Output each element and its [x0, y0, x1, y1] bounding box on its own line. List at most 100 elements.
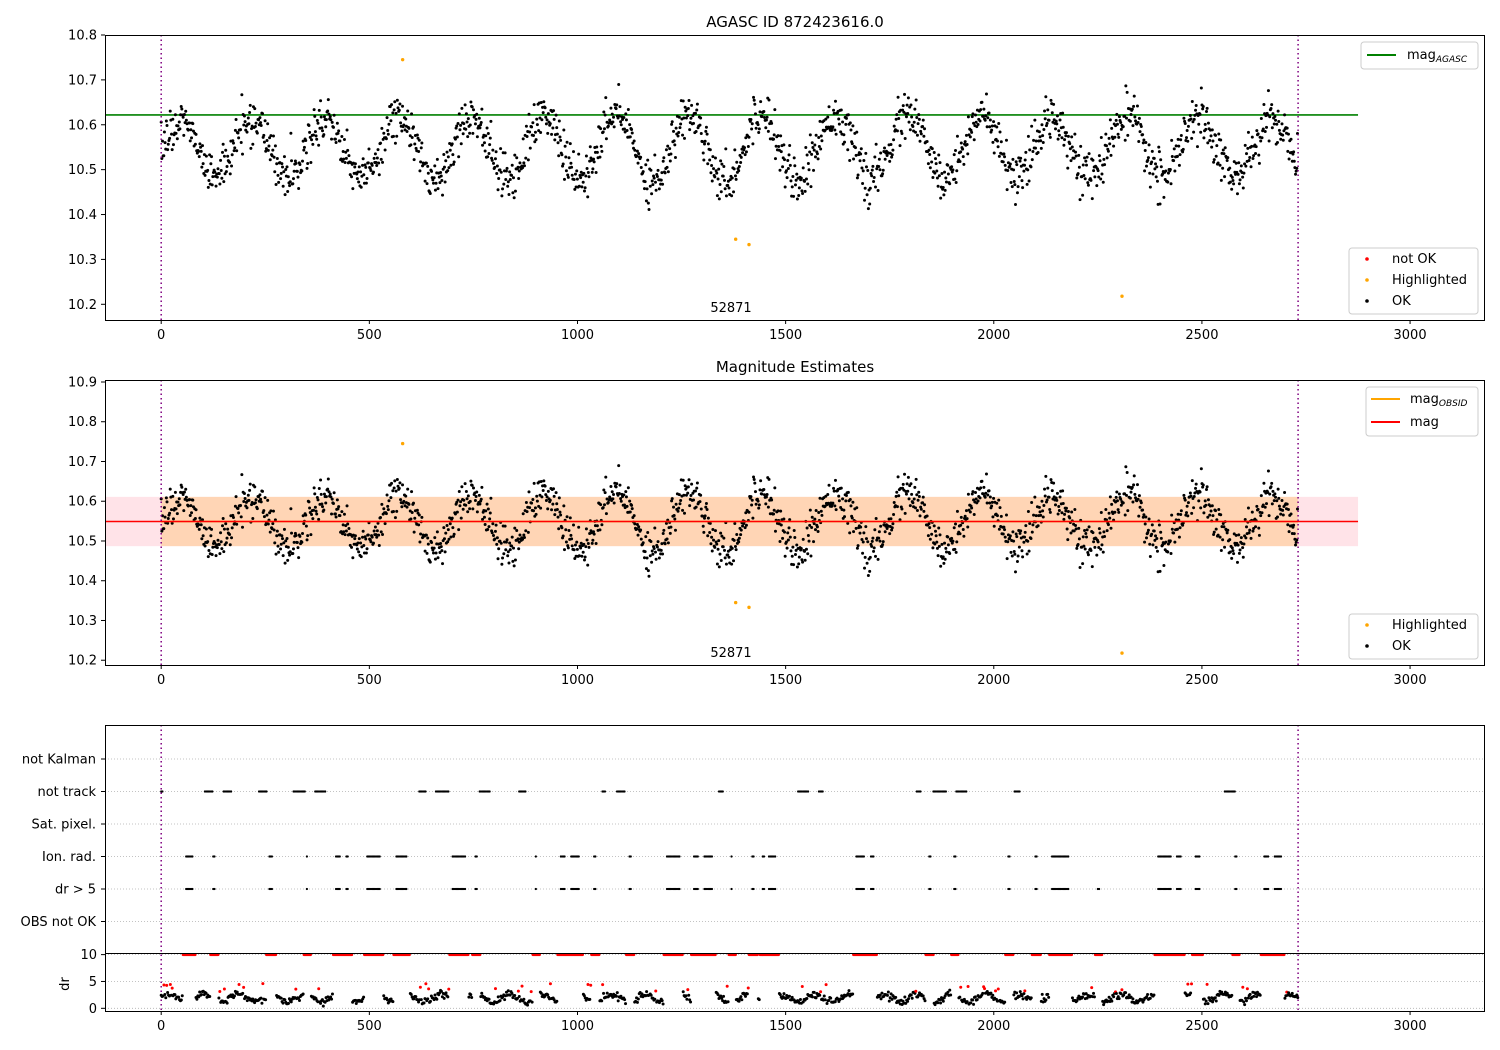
dr-ok-point — [264, 998, 268, 1002]
ok-point — [604, 96, 608, 100]
ok-point — [337, 129, 341, 133]
ok-point — [1277, 504, 1281, 508]
ok-point — [870, 539, 874, 543]
ok-point — [1267, 139, 1271, 143]
ok-point — [330, 120, 334, 124]
ok-point — [990, 504, 994, 508]
ok-point — [1256, 507, 1260, 511]
legend-label-ok: OK — [1392, 639, 1411, 654]
ok-point — [872, 546, 876, 550]
ok-point — [1273, 115, 1277, 119]
ok-point — [1194, 104, 1198, 108]
dr-not-ok-point — [237, 982, 241, 986]
ok-point — [228, 533, 232, 537]
ok-point — [737, 169, 741, 173]
ok-point — [873, 155, 877, 159]
ok-point — [1295, 507, 1299, 511]
ok-point — [665, 165, 669, 169]
ok-point — [544, 493, 548, 497]
ok-point — [881, 540, 885, 544]
ok-point — [1014, 202, 1018, 206]
ok-point — [366, 161, 370, 165]
ok-point — [177, 120, 181, 124]
ok-point — [1066, 509, 1070, 513]
ok-point — [1084, 163, 1088, 167]
ok-point — [991, 140, 995, 144]
ok-point — [773, 486, 777, 490]
ok-point — [583, 186, 587, 190]
ok-point — [304, 524, 308, 528]
ok-point — [908, 128, 912, 132]
ok-point — [468, 123, 472, 127]
ok-point — [792, 156, 796, 160]
ok-point — [1243, 518, 1247, 522]
ok-point — [773, 157, 777, 161]
ok-point — [1103, 535, 1107, 539]
ok-point — [374, 533, 378, 537]
flag-point — [1235, 855, 1238, 858]
ok-point — [543, 484, 547, 488]
ok-point — [787, 526, 791, 530]
ok-point — [953, 547, 957, 551]
legend-mag-text: mag — [1407, 48, 1436, 63]
ok-point — [881, 543, 885, 547]
ok-point — [1246, 130, 1250, 134]
ok-point — [331, 125, 335, 129]
ok-point — [1164, 540, 1168, 544]
ok-point — [788, 163, 792, 167]
ok-point — [660, 171, 664, 175]
dr-ok-point — [744, 994, 748, 998]
ok-point — [340, 135, 344, 139]
ok-point — [458, 128, 462, 132]
ok-point — [1030, 158, 1034, 162]
ok-point — [765, 493, 769, 497]
ok-point — [900, 507, 904, 511]
ok-point — [182, 490, 186, 494]
ok-point — [1250, 135, 1254, 139]
ok-point — [264, 523, 268, 527]
flag-point — [929, 855, 932, 858]
ok-point — [859, 147, 863, 151]
ok-point — [626, 486, 630, 490]
ok-point — [792, 529, 796, 533]
ok-point — [1151, 543, 1155, 547]
ok-point — [493, 165, 497, 169]
ok-point — [1060, 136, 1064, 140]
ok-point — [666, 170, 670, 174]
ok-point — [366, 533, 370, 537]
ok-point — [919, 132, 923, 136]
ok-point — [649, 540, 653, 544]
ok-point — [812, 148, 816, 152]
ok-point — [922, 134, 926, 138]
ok-point — [1266, 469, 1270, 473]
ok-point — [377, 161, 381, 165]
ok-point — [552, 117, 556, 121]
ok-point — [451, 162, 455, 166]
ok-point — [279, 177, 283, 181]
ok-point — [1176, 137, 1180, 141]
ok-point — [438, 181, 442, 185]
ok-point — [844, 494, 848, 498]
ok-point — [706, 534, 710, 538]
ok-point — [897, 494, 901, 498]
ok-point — [602, 503, 606, 507]
ok-point — [807, 539, 811, 543]
ok-point — [881, 172, 885, 176]
ok-point — [166, 521, 170, 525]
ok-point — [652, 176, 656, 180]
ok-point — [730, 194, 734, 198]
ok-point — [209, 534, 213, 538]
ok-point — [214, 184, 218, 188]
ok-point — [834, 132, 838, 136]
ok-point — [1039, 139, 1043, 143]
ok-point — [457, 155, 461, 159]
ok-point — [555, 508, 559, 512]
ok-point — [563, 144, 567, 148]
ok-point — [806, 161, 810, 165]
ok-point — [317, 108, 321, 112]
ok-point — [974, 113, 978, 117]
ok-point — [1079, 144, 1083, 148]
ok-point — [719, 190, 723, 194]
ok-point — [404, 494, 408, 498]
ok-point — [1128, 496, 1132, 500]
